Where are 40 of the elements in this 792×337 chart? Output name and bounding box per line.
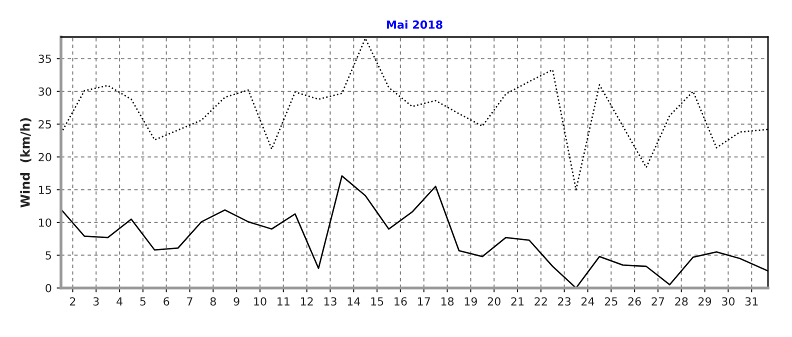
x-tick-label: 15 <box>371 297 384 306</box>
x-tick-label: 26 <box>628 297 641 306</box>
x-tick-label: 16 <box>394 297 407 306</box>
x-tick-label: 10 <box>254 297 266 306</box>
x-tick-label: 2 <box>70 297 76 306</box>
x-tick-label: 7 <box>187 297 192 306</box>
x-tick-label: 27 <box>652 297 664 306</box>
y-tick-label: 35 <box>38 54 51 64</box>
y-tick-label: 25 <box>38 120 51 129</box>
y-axis-title: Wind (km/h) <box>20 118 32 208</box>
x-tick-label: 6 <box>164 297 170 306</box>
x-tick-label: 23 <box>558 297 571 306</box>
y-tick-label: 10 <box>39 218 52 227</box>
x-tick-label: 9 <box>234 297 240 306</box>
x-tick-label: 8 <box>210 297 216 306</box>
x-tick-label: 28 <box>675 297 688 306</box>
x-tick-label: 29 <box>698 297 712 306</box>
x-tick-label: 11 <box>278 297 290 306</box>
x-tick-label: 30 <box>722 297 735 306</box>
y-tick-label: 30 <box>38 87 52 96</box>
x-tick-label: 25 <box>604 297 618 306</box>
y-tick-label: 5 <box>46 251 51 260</box>
x-tick-label: 5 <box>140 297 146 306</box>
chart-title: Mai 2018 <box>386 20 442 29</box>
x-tick-label: 12 <box>300 297 313 306</box>
x-tick-label: 31 <box>745 297 758 306</box>
x-tick-label: 18 <box>441 297 454 306</box>
x-tick-label: 21 <box>511 297 524 306</box>
x-tick-label: 17 <box>418 297 430 306</box>
x-tick-label: 19 <box>464 297 477 306</box>
x-tick-label: 3 <box>93 297 99 306</box>
x-tick-label: 22 <box>534 297 547 306</box>
x-tick-label: 4 <box>116 297 122 306</box>
x-tick-label: 24 <box>581 297 594 306</box>
y-tick-label: 0 <box>46 284 52 292</box>
y-tick-label: 15 <box>39 186 51 194</box>
x-tick-label: 20 <box>488 297 500 306</box>
x-tick-label: 13 <box>324 297 336 306</box>
x-tick-label: 14 <box>348 297 360 306</box>
y-tick-label: 20 <box>38 152 52 162</box>
